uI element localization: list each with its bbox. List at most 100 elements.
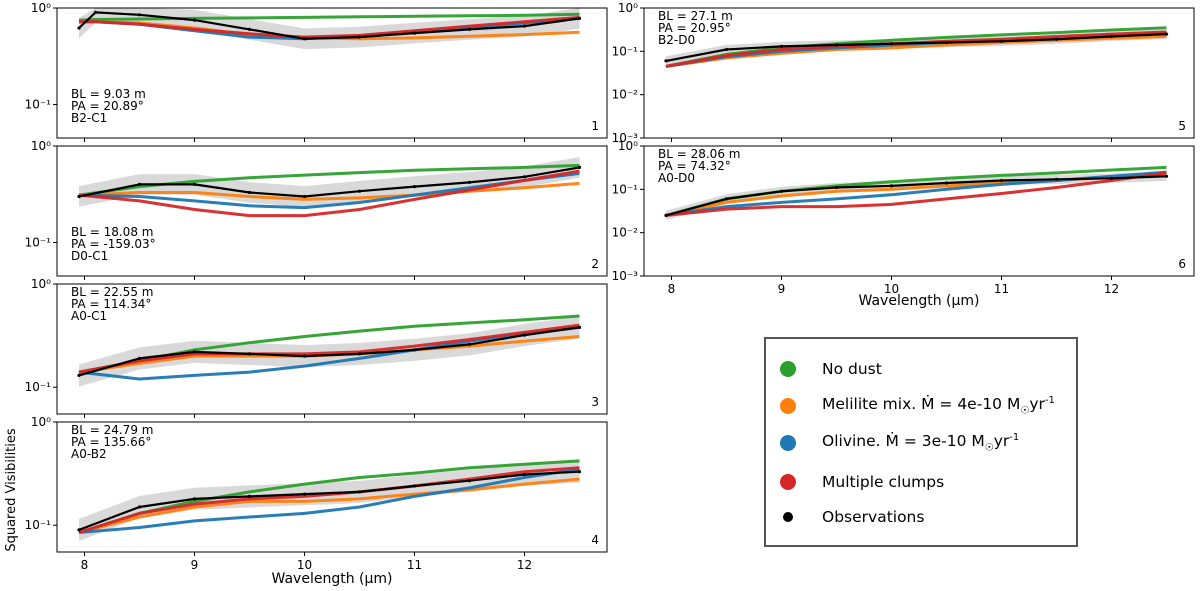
position-angle-label: PA = 114.34° — [71, 297, 151, 311]
panel-frame — [643, 7, 1195, 139]
legend-item-clumps: Multiple clumps — [780, 469, 944, 495]
observation-point — [302, 354, 307, 358]
sun-subscript: ☉ — [984, 442, 994, 454]
clumps-line — [78, 466, 580, 534]
x-tick-label: 9 — [778, 282, 786, 296]
observation-point — [834, 185, 839, 190]
melilite-marker-icon — [780, 398, 796, 414]
y-tick-label: 10⁻³ — [612, 131, 639, 145]
plot-area — [77, 314, 582, 387]
unit-exponent: -1 — [1044, 395, 1055, 407]
observations-marker-icon — [783, 512, 793, 522]
observation-point — [1109, 34, 1114, 39]
y-tick-label: 10⁻³ — [612, 269, 639, 283]
melilite-line — [665, 35, 1167, 68]
observation-point — [137, 356, 142, 360]
unit-exponent: -1 — [1009, 432, 1020, 444]
unit-yr: yr — [993, 432, 1010, 451]
x-tick-label: 11 — [994, 282, 1009, 296]
clumps-line — [78, 169, 580, 218]
observation-point — [412, 348, 417, 352]
observation-point — [77, 194, 81, 199]
panel-number: 5 — [1178, 119, 1186, 133]
panel-number: 2 — [591, 257, 599, 271]
observation-point — [247, 190, 252, 195]
legend-item-melilite: Melilite mix. Ṁ = 4e-10 M☉yr-1 — [780, 393, 1055, 419]
olivine-prefix: Olivine. — [822, 432, 886, 451]
baseline-length-label: BL = 28.06 m — [658, 147, 740, 161]
observation-point — [664, 213, 668, 217]
plot-area — [77, 459, 582, 541]
station-pair-label: B2-D0 — [658, 33, 695, 47]
observation-point — [577, 16, 582, 20]
baseline-length-label: BL = 9.03 m — [71, 87, 146, 101]
plot-area — [664, 165, 1169, 221]
observation-point — [944, 40, 949, 45]
observation-point — [357, 490, 362, 494]
observation-point — [944, 181, 949, 185]
position-angle-label: PA = -159.03° — [71, 237, 156, 251]
observation-point — [664, 59, 668, 63]
y-tick-label: 10⁰ — [31, 277, 51, 291]
olivine-marker-icon — [780, 435, 796, 451]
observation-point — [192, 497, 197, 501]
observation-point — [889, 42, 894, 46]
observation-point — [137, 505, 142, 509]
panel-2: 10⁰ 10⁻¹ BL = 18.08 mPA = -159.03°D0-C1 2 — [25, 139, 608, 280]
x-tick-label: 8 — [668, 282, 676, 296]
observations-line — [665, 33, 1167, 62]
y-tick-label: 10⁰ — [618, 139, 638, 153]
legend-item-no-dust: No dust — [780, 356, 882, 382]
observation-point — [467, 479, 472, 483]
observation-point — [522, 472, 527, 477]
obs-error-band — [79, 316, 580, 387]
observation-point — [779, 44, 784, 49]
y-tick-label: 10⁻² — [612, 226, 639, 240]
y-tick-label: 10⁻¹ — [612, 182, 639, 196]
observation-point — [412, 185, 417, 189]
observation-point — [724, 47, 729, 52]
observation-point — [467, 27, 472, 31]
x-tick-label: 12 — [517, 558, 532, 572]
x-tick-label: 12 — [1104, 282, 1119, 296]
panel-1: 10⁰ 10⁻¹ BL = 9.03 mPA = 20.89°B2-C1 1 — [25, 1, 608, 142]
observation-point — [1054, 177, 1059, 181]
station-pair-label: B2-C1 — [71, 111, 107, 125]
legend-label-olivine: Olivine. Ṁ = 3e-10 M☉yr-1 — [822, 432, 1019, 453]
x-tick-label: 11 — [407, 558, 422, 572]
observation-point — [1109, 176, 1114, 180]
observation-point — [77, 528, 81, 532]
observations-line — [78, 470, 580, 531]
observation-point — [834, 43, 839, 47]
no-dust-marker-icon — [780, 361, 796, 377]
plot-area — [664, 26, 1169, 68]
y-tick-label: 10⁻² — [612, 88, 639, 102]
baseline-length-label: BL = 18.08 m — [71, 225, 153, 239]
position-angle-label: PA = 20.95° — [658, 21, 731, 35]
y-tick-label: 10⁰ — [31, 1, 51, 15]
y-tick-label: 10⁰ — [31, 139, 51, 153]
clumps-line — [78, 323, 580, 374]
x-tick-label: 9 — [191, 558, 199, 572]
observation-point — [247, 352, 252, 356]
panel-number: 6 — [1178, 257, 1186, 271]
observation-point — [779, 189, 784, 193]
baseline-length-label: BL = 24.79 m — [71, 423, 153, 437]
observation-point — [577, 165, 582, 169]
observation-point — [889, 184, 894, 188]
y-tick-label: 10⁻¹ — [25, 380, 52, 394]
panel-number: 4 — [591, 533, 599, 547]
station-pair-label: A0-D0 — [658, 171, 695, 185]
observation-point — [412, 484, 417, 488]
observations-line — [665, 175, 1167, 217]
observation-point — [137, 182, 142, 186]
observation-point — [1164, 174, 1169, 178]
observation-point — [467, 180, 472, 184]
observation-point — [999, 39, 1004, 43]
observation-point — [357, 35, 362, 39]
x-tick-label: 8 — [81, 558, 89, 572]
observation-point — [247, 494, 252, 498]
baseline-length-label: BL = 22.55 m — [71, 285, 153, 299]
observation-point — [577, 325, 582, 329]
